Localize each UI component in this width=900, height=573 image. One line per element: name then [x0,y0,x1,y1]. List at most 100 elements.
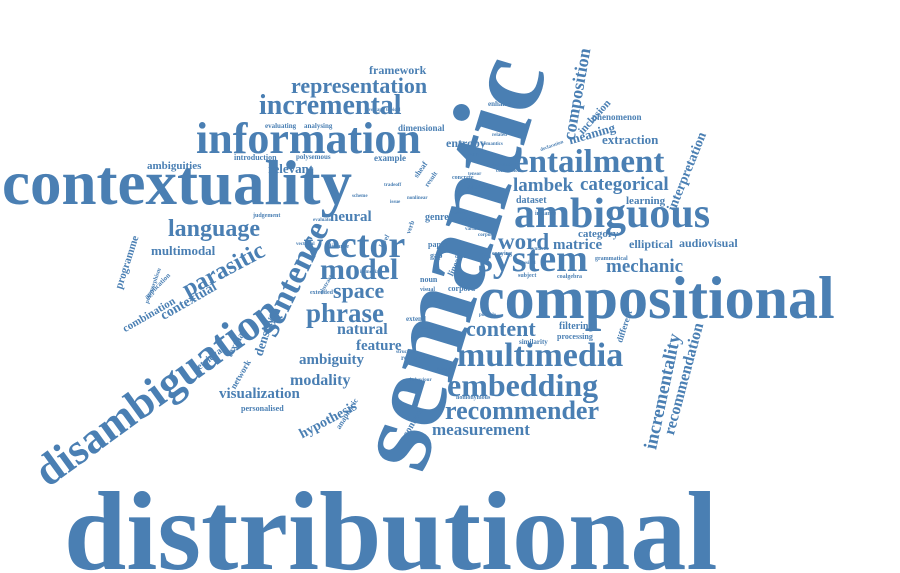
word-tool: tool [434,300,443,305]
word-programme: programme [112,234,142,291]
word-measurement: measurement [432,420,530,439]
word-recommender: recommender [445,396,600,425]
word-category: category [578,228,619,240]
word-distance: distance [328,244,349,250]
word-information: information [196,114,421,163]
word-multimedia: multimedia [457,337,624,374]
word-relevant: relevant [268,161,314,176]
word-language: language [168,216,261,242]
word-analysis: analysis [467,183,491,191]
word-structure: structure [396,350,416,355]
word-phenomenon: phenomenon [592,112,642,122]
word-evaluating: evaluating [265,122,297,130]
word-incremental: incremental [259,90,402,121]
word-tradeoff: tradeoff [384,183,402,188]
word-grammatical: grammatical [595,256,628,262]
word-subject: subject [518,273,537,279]
word-analysing: analysing [304,122,333,130]
word-dataset: dataset [516,195,547,206]
word-representation: representation [291,73,428,98]
word-space: space [333,278,385,303]
word-ambiguity: ambiguity [299,352,365,368]
word-compositional: compositional [478,265,835,331]
word-immediate: immediate [360,270,383,275]
word-learning: learning [626,195,666,207]
word-introduction: introduction [234,153,277,162]
word-audiovisual: audiovisual [679,236,738,250]
word-modality: modality [290,372,351,389]
word-topical: topical [386,108,401,113]
word-visual: visual [420,287,436,293]
word-scheme: scheme [352,194,368,199]
word-genre: genre [425,212,449,223]
word-processing: processing [557,332,593,341]
word-reality: reality [466,153,480,158]
word-extended: extended [310,290,333,296]
word-homonymous: homonymous [456,395,491,401]
word-judgement: judgement [253,213,281,219]
word-semantics: semantics [482,142,503,147]
word-contextuality: contextuality [2,148,352,218]
word-tensor: tensor [468,172,482,177]
word-nonlinear: nonlinear [407,196,428,201]
word-based: based [458,214,481,224]
word-word: word [498,229,550,254]
word-vectorial: vectorial [296,242,315,247]
word-similarity: similarity [519,338,548,346]
word-multimodal: multimodal [151,243,216,258]
word-framework: framework [369,63,427,77]
word-variant: variant [465,227,481,232]
word-visualization: visualization [219,386,300,402]
word-system: system [478,238,588,280]
word-related: related [492,133,507,138]
word-evaluate: evaluate [313,218,331,223]
word-issue: issue [390,200,401,205]
word-polysemous: polysemous [296,153,331,161]
word-dimensional: dimensional [398,123,445,133]
word-ambiguous: ambiguous [514,191,711,237]
word-contraction: contraction [496,169,521,174]
word-overlap: overlap [366,108,383,113]
word-neural: neural [330,209,372,225]
word-natural: natural [337,321,388,338]
word-noun: noun [420,275,438,284]
word-concrete: concrete [452,175,474,181]
word-ambiguities: ambiguities [147,160,202,172]
word-extraction: extraction [602,132,659,147]
word-model: model [320,253,399,286]
word-lambek: lambek [513,175,574,196]
word-example: example [374,153,406,163]
word-entropy: entropy [446,136,486,150]
word-research: research [401,354,427,362]
word-feature: feature [356,338,402,354]
word-mechanic: mechanic [606,256,684,277]
word-personalised: personalised [241,404,284,413]
word-possible: possible [479,313,496,318]
word-instance: instance [535,211,556,217]
word-extend: extend [406,315,426,323]
word-syntactic: syntactic [530,247,549,252]
word-gap: gap [430,251,443,260]
word-classical: classical [518,261,536,266]
word-elliptical: elliptical [629,237,673,251]
word-content: content [466,316,536,341]
word-data: data [455,254,467,260]
word-corpora: corpora [448,284,476,293]
word-corpus: corpus [478,233,493,238]
word-entailment: entailment [514,144,665,180]
word-paper: paper [428,240,448,249]
word-phrase: phrase [306,298,385,328]
word-embedding: embedding [447,367,599,403]
word-quantum: quantum [492,163,512,168]
word-missing: missing [418,326,435,331]
word-vector: vector [304,224,406,266]
word-categorical: categorical [580,174,669,195]
word-enhancing: enhancing [488,100,519,108]
word-doesnt: doesnt [437,367,451,372]
word-matrice: matrice [553,237,603,253]
word-coalgebra: coalgebra [557,274,582,280]
word-filtering: filtering [559,321,594,332]
word-behaviour: behaviour [410,378,432,383]
word-copying: copying [492,251,513,257]
